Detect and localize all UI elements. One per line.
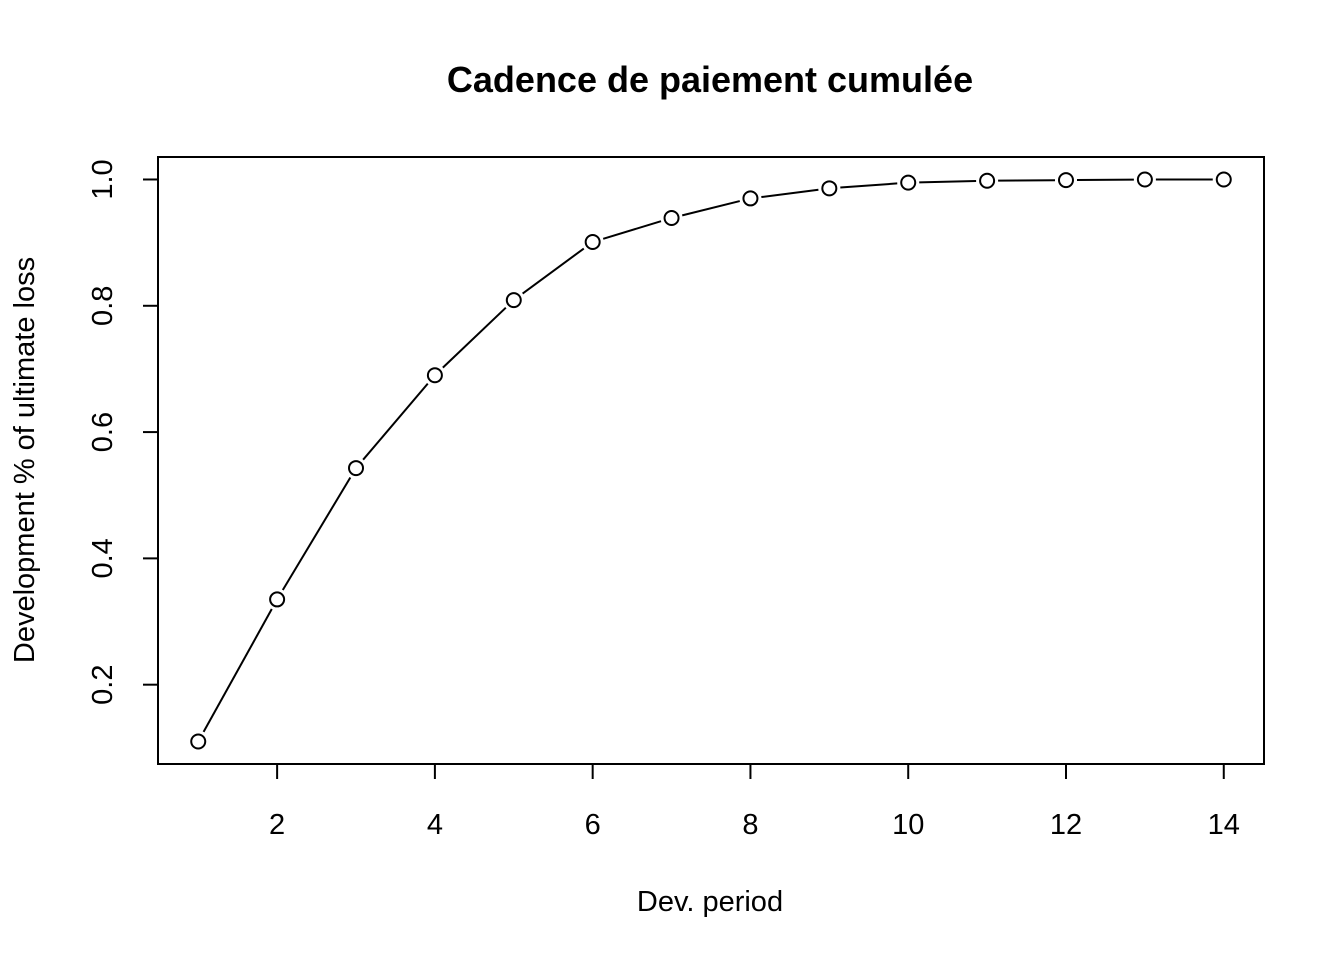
x-tick-label: 4	[427, 809, 443, 841]
data-point	[900, 174, 917, 191]
y-axis: 0.2 0.4 0.6 0.8 1.0	[87, 159, 159, 705]
series-line-segment	[602, 220, 662, 240]
series-line-segment	[919, 180, 977, 184]
data-point	[348, 460, 365, 477]
x-tick-label: 12	[1050, 809, 1082, 841]
y-tick-label: 1.0	[87, 159, 119, 199]
series-group	[190, 171, 1232, 750]
data-point	[1057, 172, 1074, 189]
data-point	[269, 591, 286, 608]
x-axis: 2 4 6 8 10 12 14	[269, 763, 1240, 841]
data-point	[742, 190, 759, 207]
x-tick-label: 2	[269, 809, 285, 841]
data-point	[821, 180, 838, 197]
series-line-segment	[281, 476, 352, 591]
data-point	[1215, 171, 1232, 188]
data-point	[505, 292, 522, 309]
x-tick-label: 8	[742, 809, 758, 841]
data-point	[663, 210, 680, 227]
series-line-segment	[761, 188, 819, 199]
data-point	[190, 733, 207, 750]
data-point	[584, 234, 601, 251]
data-point	[979, 172, 996, 189]
series-line-segment	[681, 200, 741, 217]
x-tick-label: 6	[585, 809, 601, 841]
y-tick-label: 0.2	[87, 665, 119, 705]
data-point	[426, 367, 443, 384]
y-tick-label: 0.6	[87, 412, 119, 452]
series-line-segment	[840, 182, 898, 189]
series-line-segment	[442, 306, 507, 369]
x-axis-label: Dev. period	[637, 886, 783, 918]
plot-frame	[157, 156, 1265, 765]
y-axis-label: Development % of ultimate loss	[9, 257, 41, 663]
data-point	[1136, 171, 1153, 188]
y-tick-label: 0.4	[87, 538, 119, 578]
series-line-segment	[202, 608, 273, 733]
x-tick-label: 14	[1208, 809, 1240, 841]
chart-title: Cadence de paiement cumulée	[447, 59, 973, 100]
y-tick-label: 0.8	[87, 286, 119, 326]
series-line-segment	[362, 382, 429, 461]
x-tick-label: 10	[892, 809, 924, 841]
series-line-segment	[522, 247, 585, 295]
